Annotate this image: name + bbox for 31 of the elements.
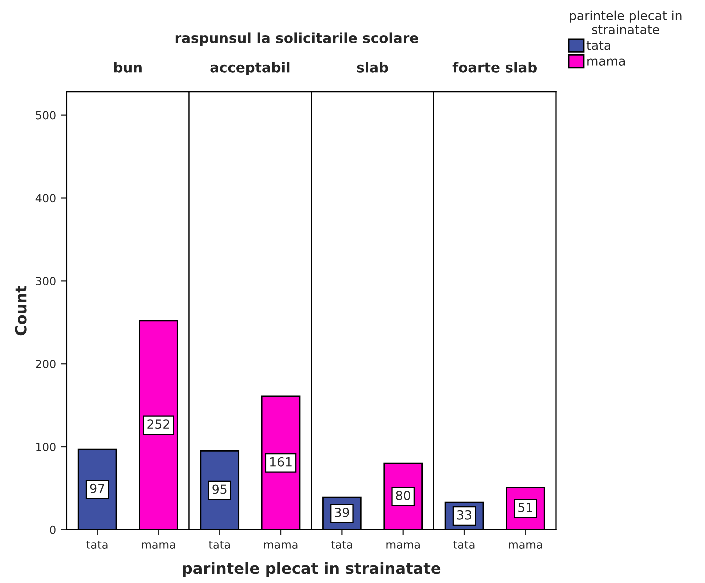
legend-label: tata xyxy=(586,41,610,50)
y-axis-title: Count xyxy=(15,286,27,336)
data-label: 39 xyxy=(335,508,350,518)
x-tick-label: tata xyxy=(209,541,230,549)
y-tick-label: 400 xyxy=(36,194,56,203)
x-tick-label: mama xyxy=(386,542,420,549)
chart-title: slab xyxy=(357,62,388,73)
data-label: 252 xyxy=(148,420,170,430)
data-label: 97 xyxy=(90,484,104,494)
data-label: 33 xyxy=(458,510,472,520)
x-tick-label: mama xyxy=(142,542,176,549)
data-label: 95 xyxy=(212,484,227,494)
chart-subtitle: raspunsul la solicitarile scolare xyxy=(176,32,418,46)
y-tick-label: 300 xyxy=(36,277,56,286)
legend-label: mama xyxy=(588,58,626,66)
x-axis-title: parintele plecat in strainatate xyxy=(183,562,441,578)
x-tick-label: tata xyxy=(86,541,108,549)
y-tick-label: 200 xyxy=(36,360,56,368)
data-label: 80 xyxy=(396,490,410,500)
data-label: 51 xyxy=(518,503,532,512)
data-label: 161 xyxy=(270,457,292,467)
x-tick-label: tata xyxy=(331,541,352,549)
x-tick-label: mama xyxy=(264,542,298,549)
chart-title: acceptabil xyxy=(210,62,290,76)
y-tick-label: 500 xyxy=(36,111,56,120)
x-tick-label: mama xyxy=(509,542,542,549)
chart-title: bun xyxy=(114,62,142,73)
y-tick-label: 0 xyxy=(50,526,56,534)
chart-title: foarte slab xyxy=(452,62,537,73)
x-tick-label: tata xyxy=(454,541,475,549)
y-tick-label: 100 xyxy=(36,443,56,452)
